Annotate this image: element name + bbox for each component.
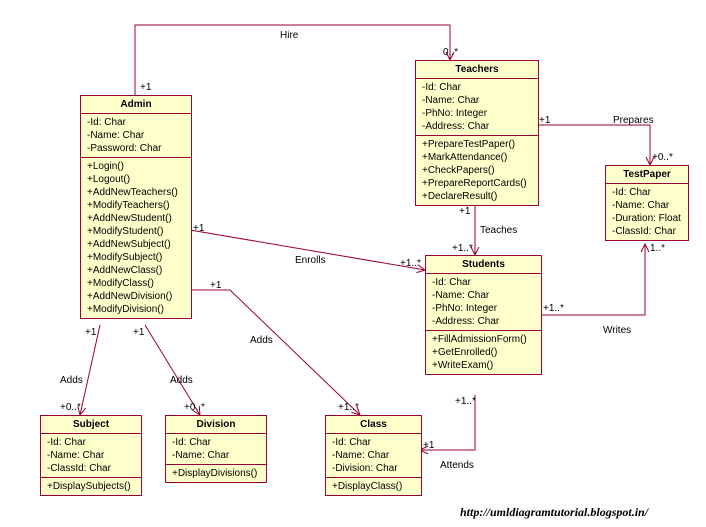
edge-label-prepares: Prepares [613,115,654,126]
edge-label-adds: Adds [250,335,273,346]
class-title: Teachers [416,61,538,79]
mult: +0..* [652,152,673,163]
mult: +1 [459,206,470,217]
edge-label-writes: Writes [603,325,631,336]
class-ops: +FillAdmissionForm()+GetEnrolled()+Write… [426,331,541,374]
class-title: Students [426,256,541,274]
class-attrs: -Id: Char-Name: Char-ClassId: Char [41,434,141,478]
mult: +1 [193,223,204,234]
class-admin: Admin -Id: Char-Name: Char-Password: Cha… [80,95,192,319]
class-students: Students -Id: Char-Name: Char-PhNo: Inte… [425,255,542,375]
edge-label-attends: Attends [440,460,474,471]
mult: +1..* [543,303,564,314]
mult: +1..* [400,258,421,269]
edge-label-hire: Hire [280,30,298,41]
class-ops: +Login()+Logout()+AddNewTeachers()+Modif… [81,158,191,318]
class-ops: +DisplaySubjects() [41,478,141,495]
class-attrs: -Id: Char-Name: Char [166,434,266,465]
class-ops: +DisplayClass() [326,478,421,495]
mult: +1..* [452,243,473,254]
class-title: Class [326,416,421,434]
mult: +0..* [60,402,81,413]
class-testpaper: TestPaper -Id: Char-Name: Char-Duration:… [605,165,689,241]
class-attrs: -Id: Char-Name: Char-Division: Char [326,434,421,478]
class-subject: Subject -Id: Char-Name: Char-ClassId: Ch… [40,415,142,496]
class-class: Class -Id: Char-Name: Char-Division: Cha… [325,415,422,496]
mult: +1 [539,115,550,126]
class-title: Subject [41,416,141,434]
class-attrs: -Id: Char-Name: Char-Password: Char [81,114,191,158]
mult: +1 [210,280,221,291]
edge-label-adds: Adds [60,375,83,386]
mult: +1 [133,327,144,338]
mult: +1..* [455,396,476,407]
mult: 0..* [443,47,458,58]
class-attrs: -Id: Char-Name: Char-PhNo: Integer-Addre… [416,79,538,136]
mult: +1 [85,327,96,338]
class-attrs: -Id: Char-Name: Char-PhNo: Integer-Addre… [426,274,541,331]
class-teachers: Teachers -Id: Char-Name: Char-PhNo: Inte… [415,60,539,206]
class-division: Division -Id: Char-Name: Char +DisplayDi… [165,415,267,483]
edge-label-adds: Adds [170,375,193,386]
class-ops: +PrepareTestPaper()+MarkAttendance()+Che… [416,136,538,205]
class-title: TestPaper [606,166,688,184]
mult: 1..* [650,243,665,254]
watermark: http://umldiagramtutorial.blogspot.in/ [460,505,648,520]
class-title: Admin [81,96,191,114]
edge-label-teaches: Teaches [480,225,517,236]
class-ops: +DisplayDivisions() [166,465,266,482]
mult: +1 [140,82,151,93]
class-title: Division [166,416,266,434]
mult: +0..* [184,402,205,413]
mult: +1 [423,440,434,451]
mult: +1..* [338,402,359,413]
edge-label-enrolls: Enrolls [295,255,326,266]
class-attrs: -Id: Char-Name: Char-Duration: Float-Cla… [606,184,688,240]
